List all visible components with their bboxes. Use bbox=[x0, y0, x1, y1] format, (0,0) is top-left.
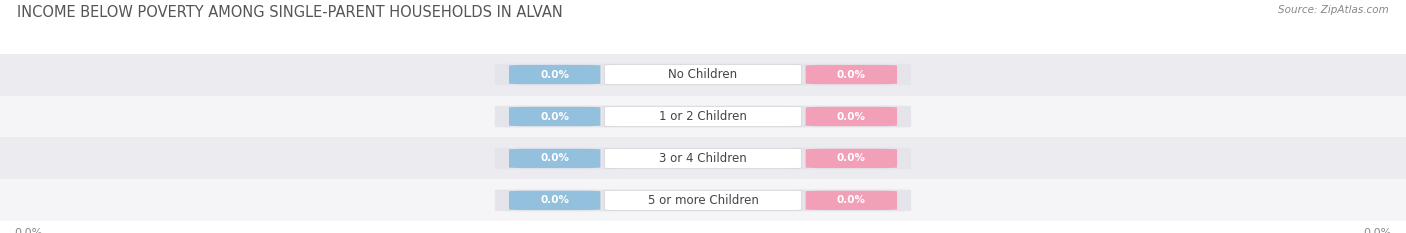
FancyBboxPatch shape bbox=[509, 65, 600, 84]
Text: 3 or 4 Children: 3 or 4 Children bbox=[659, 152, 747, 165]
FancyBboxPatch shape bbox=[806, 149, 897, 168]
Text: 5 or more Children: 5 or more Children bbox=[648, 194, 758, 207]
Text: 0.0%: 0.0% bbox=[540, 195, 569, 205]
FancyBboxPatch shape bbox=[509, 191, 600, 210]
FancyBboxPatch shape bbox=[806, 107, 897, 126]
Text: 0.0%: 0.0% bbox=[837, 70, 866, 79]
FancyBboxPatch shape bbox=[806, 65, 897, 84]
Text: INCOME BELOW POVERTY AMONG SINGLE-PARENT HOUSEHOLDS IN ALVAN: INCOME BELOW POVERTY AMONG SINGLE-PARENT… bbox=[17, 5, 562, 20]
FancyBboxPatch shape bbox=[495, 189, 911, 211]
Text: 0.0%: 0.0% bbox=[837, 112, 866, 121]
Text: 0.0%: 0.0% bbox=[837, 195, 866, 205]
FancyBboxPatch shape bbox=[495, 147, 911, 169]
Text: 0.0%: 0.0% bbox=[837, 154, 866, 163]
FancyBboxPatch shape bbox=[495, 64, 911, 86]
Text: 0.0%: 0.0% bbox=[540, 154, 569, 163]
FancyBboxPatch shape bbox=[605, 148, 801, 168]
Bar bbox=[0, 179, 1406, 221]
FancyBboxPatch shape bbox=[509, 107, 600, 126]
Text: 0.0%: 0.0% bbox=[1364, 228, 1392, 233]
FancyBboxPatch shape bbox=[605, 190, 801, 210]
Text: Source: ZipAtlas.com: Source: ZipAtlas.com bbox=[1278, 5, 1389, 15]
Bar bbox=[0, 96, 1406, 137]
FancyBboxPatch shape bbox=[605, 106, 801, 127]
Text: 0.0%: 0.0% bbox=[540, 112, 569, 121]
Text: No Children: No Children bbox=[668, 68, 738, 81]
FancyBboxPatch shape bbox=[605, 65, 801, 85]
Text: 0.0%: 0.0% bbox=[540, 70, 569, 79]
Bar bbox=[0, 137, 1406, 179]
Text: 0.0%: 0.0% bbox=[14, 228, 42, 233]
FancyBboxPatch shape bbox=[806, 191, 897, 210]
Text: 1 or 2 Children: 1 or 2 Children bbox=[659, 110, 747, 123]
Bar bbox=[0, 54, 1406, 96]
FancyBboxPatch shape bbox=[509, 149, 600, 168]
FancyBboxPatch shape bbox=[495, 106, 911, 127]
